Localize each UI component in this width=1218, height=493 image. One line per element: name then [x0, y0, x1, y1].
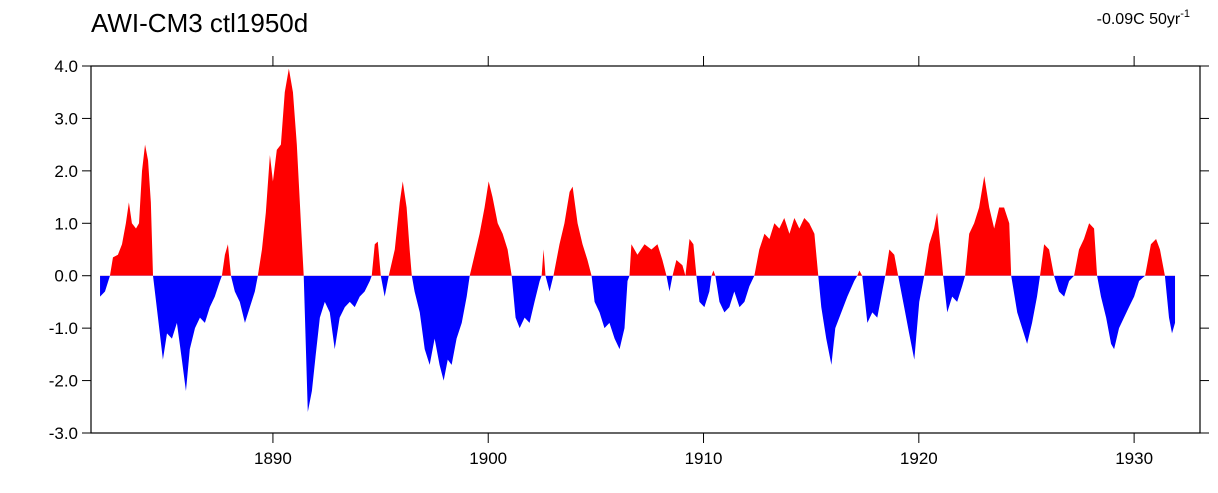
- y-tick-label: 1.0: [54, 214, 78, 233]
- y-tick-label: 2.0: [54, 162, 78, 181]
- x-tick-label: 1910: [685, 449, 723, 468]
- plot-frame: [90, 65, 1201, 434]
- x-tick-label: 1930: [1115, 449, 1153, 468]
- y-tick-label: 0.0: [54, 267, 78, 286]
- y-tick-label: -1.0: [49, 319, 78, 338]
- y-tick-label: -2.0: [49, 372, 78, 391]
- annotation: -0.09C 50yr-1: [1097, 8, 1190, 28]
- negative-area: [100, 275, 1176, 413]
- y-tick-label: -3.0: [49, 424, 78, 443]
- annotation-text: -0.09C 50yr: [1097, 11, 1181, 28]
- chart-title: AWI-CM3 ctl1950d: [91, 8, 308, 38]
- x-tick-label: 1900: [469, 449, 507, 468]
- x-tick-label: 1890: [254, 449, 292, 468]
- y-tick-label: 4.0: [54, 57, 78, 76]
- positive-area: [100, 68, 1176, 276]
- y-tick-label: 3.0: [54, 109, 78, 128]
- annotation-superscript: -1: [1180, 8, 1190, 20]
- x-tick-label: 1920: [900, 449, 938, 468]
